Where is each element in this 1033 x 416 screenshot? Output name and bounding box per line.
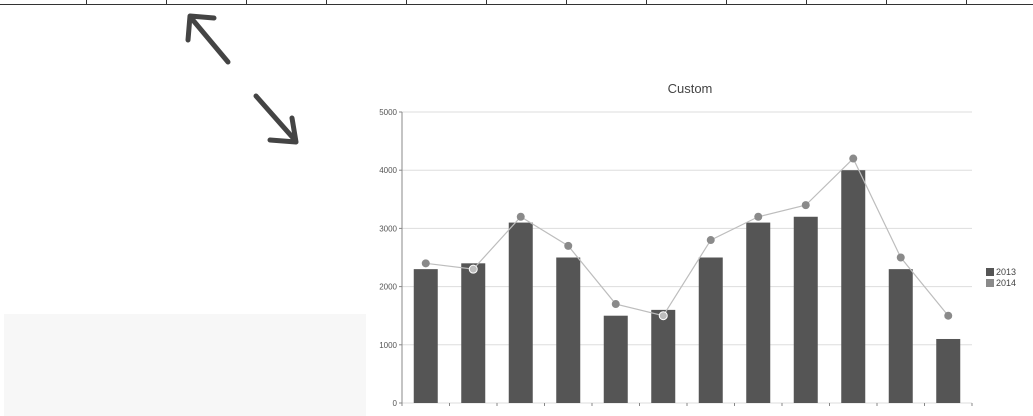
top-strip-divider — [166, 0, 167, 4]
top-strip-divider — [726, 0, 727, 4]
point-2014 — [516, 212, 525, 221]
bar-2013 — [841, 170, 866, 403]
y-tick-label: 4000 — [379, 166, 397, 175]
legend-swatch — [986, 268, 994, 276]
top-strip-divider — [966, 0, 967, 4]
point-2014 — [896, 253, 905, 262]
bar-2013 — [698, 257, 723, 403]
point-2014 — [706, 236, 715, 245]
point-2014 — [944, 311, 953, 320]
top-strip-divider — [486, 0, 487, 4]
resize-arrow-down-right-icon[interactable] — [253, 93, 299, 145]
y-tick-label: 2000 — [379, 283, 397, 292]
gray-panel — [4, 314, 366, 416]
y-tick-label: 3000 — [379, 224, 397, 233]
legend-swatch — [986, 279, 994, 287]
top-strip-divider — [886, 0, 887, 4]
point-2014 — [468, 264, 478, 274]
bar-2013 — [413, 269, 438, 403]
top-strip-divider — [646, 0, 647, 4]
bar-2013 — [651, 309, 676, 403]
bar-2013 — [556, 257, 581, 403]
point-2014 — [658, 311, 668, 321]
point-2014 — [849, 154, 858, 163]
point-2014 — [421, 259, 430, 268]
y-tick-label: 5000 — [379, 108, 397, 117]
legend-label: 2014 — [996, 278, 1016, 288]
point-2014 — [611, 300, 620, 309]
top-strip-divider — [246, 0, 247, 4]
top-strip-divider — [406, 0, 407, 4]
line-2014 — [425, 157, 949, 317]
bar-2013 — [888, 269, 913, 403]
resize-arrow-up-left-icon[interactable] — [185, 13, 231, 65]
bar-2013 — [936, 338, 961, 403]
bar-2013 — [793, 216, 818, 403]
y-tick-label: 0 — [393, 399, 398, 408]
point-2014 — [801, 201, 810, 210]
chart-title: Custom — [668, 81, 713, 96]
bar-2013 — [603, 315, 628, 403]
top-strip — [0, 0, 1033, 5]
top-strip-divider — [86, 0, 87, 4]
top-strip-divider — [326, 0, 327, 4]
top-strip-divider — [566, 0, 567, 4]
legend-label: 2013 — [996, 267, 1016, 277]
point-2014 — [754, 212, 763, 221]
bar-2013 — [461, 263, 486, 403]
line-series-2014 — [421, 154, 953, 321]
y-tick-label: 1000 — [379, 341, 397, 350]
top-strip-divider — [806, 0, 807, 4]
grid: 0 1000 2000 3000 4000 5000 — [379, 108, 973, 408]
bar-2013 — [508, 222, 533, 403]
point-2014 — [564, 241, 573, 250]
bars-series-2013 — [413, 170, 961, 403]
bar-2013 — [746, 222, 771, 403]
